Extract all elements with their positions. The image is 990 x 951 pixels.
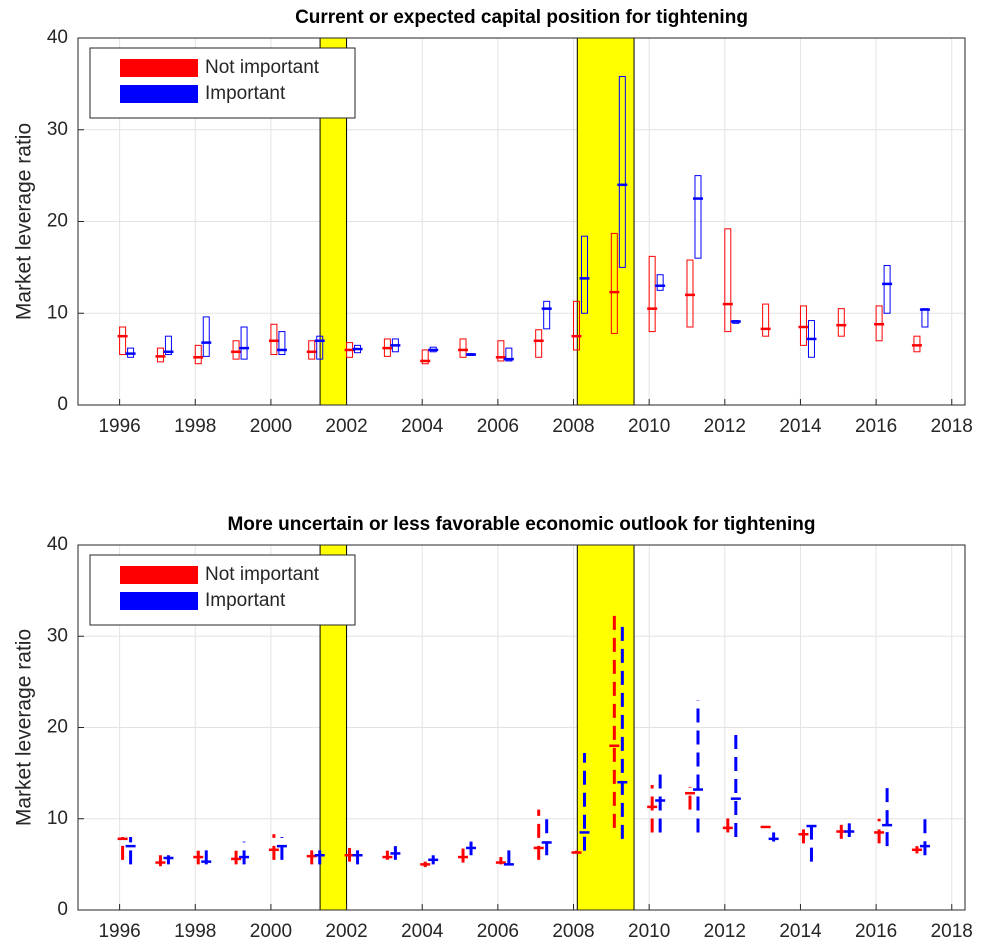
recession-shading (576, 37, 635, 406)
legend-label: Not important (205, 564, 320, 585)
box (459, 338, 467, 358)
box (278, 331, 286, 356)
x-tick-label: 2000 (250, 416, 292, 437)
y-tick-label: 30 (47, 119, 68, 140)
box (202, 316, 210, 357)
box (316, 335, 324, 360)
box (656, 274, 664, 291)
box (618, 76, 626, 268)
recession-shading (576, 544, 635, 911)
box (581, 235, 589, 314)
y-tick-label: 10 (47, 808, 68, 829)
box (505, 347, 513, 362)
y-tick-label: 30 (47, 625, 68, 646)
x-tick-label: 1996 (98, 416, 140, 437)
box (837, 308, 845, 337)
x-tick-label: 2006 (477, 921, 519, 942)
legend-swatch (120, 592, 198, 610)
x-tick-label: 2012 (704, 416, 746, 437)
box (421, 349, 429, 365)
x-tick-label: 2008 (552, 921, 594, 942)
x-tick-label: 1998 (174, 416, 216, 437)
x-tick-label: 2014 (779, 921, 822, 942)
box (164, 335, 172, 356)
y-tick-label: 10 (47, 302, 68, 323)
x-tick-label: 2010 (628, 921, 670, 942)
legend-label: Important (205, 83, 286, 104)
x-tick-label: 2014 (779, 416, 822, 437)
x-tick-label: 1998 (174, 921, 216, 942)
y-axis-label: Market leverage ratio (13, 123, 36, 320)
x-tick-label: 2018 (931, 416, 973, 437)
y-tick-label: 20 (47, 211, 68, 232)
y-axis-label: Market leverage ratio (13, 629, 36, 826)
x-tick-label: 2018 (931, 921, 973, 942)
box (610, 232, 618, 334)
x-tick-label: 2000 (250, 921, 292, 942)
box (119, 326, 127, 356)
y-tick-label: 20 (47, 717, 68, 738)
legend-label: Important (205, 590, 286, 611)
box (156, 347, 164, 363)
legend-swatch (120, 566, 198, 584)
y-tick-label: 0 (57, 899, 68, 920)
x-tick-label: 2004 (401, 921, 444, 942)
x-tick-label: 2010 (628, 416, 670, 437)
box (799, 305, 807, 346)
box (724, 228, 732, 333)
box (573, 300, 581, 351)
box (270, 323, 278, 356)
box (686, 259, 694, 328)
box (240, 326, 248, 360)
box (194, 344, 202, 365)
box (762, 303, 770, 337)
x-tick-label: 2004 (401, 416, 444, 437)
box (543, 300, 551, 330)
x-tick-label: 2016 (855, 921, 897, 942)
legend-swatch (120, 85, 198, 103)
x-tick-label: 2002 (325, 416, 367, 437)
box (232, 340, 240, 360)
y-tick-label: 40 (47, 534, 68, 555)
box (694, 175, 702, 259)
box (497, 340, 505, 362)
box (535, 329, 543, 358)
chart-title: More uncertain or less favorable economi… (227, 514, 815, 535)
x-tick-label: 2012 (704, 921, 746, 942)
box (913, 335, 921, 353)
y-tick-label: 0 (57, 394, 68, 415)
x-tick-label: 1996 (98, 921, 140, 942)
chart-title: Current or expected capital position for… (295, 7, 748, 28)
x-tick-label: 2002 (325, 921, 367, 942)
x-tick-label: 2016 (855, 416, 897, 437)
box (648, 255, 656, 333)
y-tick-label: 40 (47, 27, 68, 48)
box (308, 340, 316, 360)
legend-swatch (120, 59, 198, 77)
x-tick-label: 2006 (477, 416, 519, 437)
box (883, 265, 891, 314)
legend-label: Not important (205, 57, 320, 78)
x-tick-label: 2008 (552, 416, 594, 437)
